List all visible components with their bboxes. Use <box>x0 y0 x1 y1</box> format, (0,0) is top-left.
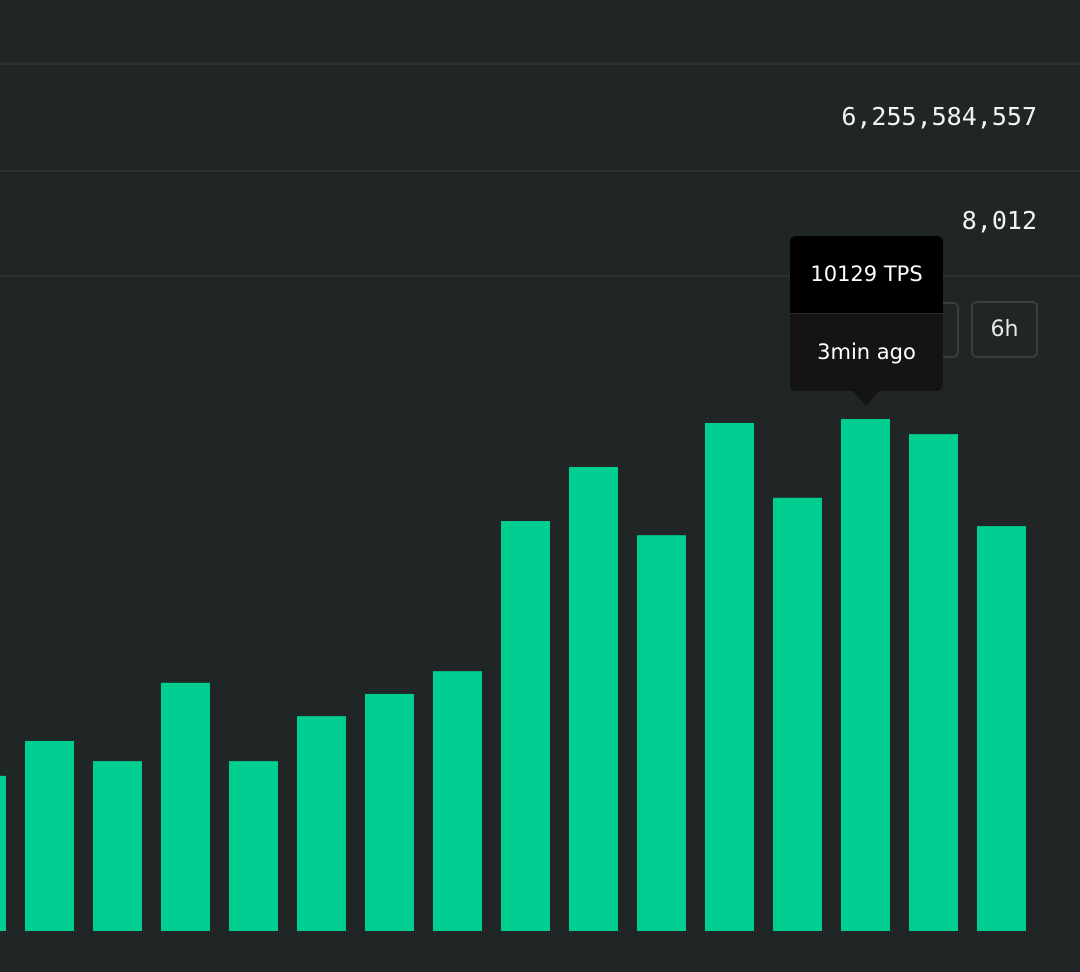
stat-value: 6,255,584,557 <box>841 102 1037 131</box>
bar <box>25 740 74 931</box>
bar <box>161 682 210 931</box>
tooltip-time: 3min ago <box>790 314 943 391</box>
divider <box>0 170 1080 172</box>
bar <box>365 693 414 931</box>
divider <box>0 62 1080 65</box>
bar <box>841 419 890 931</box>
bar <box>501 521 550 931</box>
bar <box>433 671 482 931</box>
bar <box>93 761 142 931</box>
divider <box>0 275 1080 277</box>
time-button[interactable]: 6h <box>971 301 1038 358</box>
bar <box>909 434 958 931</box>
bar <box>705 422 754 931</box>
stat-value: 8,012 <box>961 206 1037 235</box>
bar <box>297 716 346 931</box>
bar <box>569 466 618 931</box>
bar <box>773 497 822 931</box>
tooltip: 10129 TPS 3min ago <box>790 236 943 391</box>
bar <box>977 526 1026 931</box>
bar <box>637 535 686 931</box>
tooltip-value: 10129 TPS <box>790 236 943 314</box>
bar <box>229 761 278 931</box>
bar <box>0 775 6 931</box>
